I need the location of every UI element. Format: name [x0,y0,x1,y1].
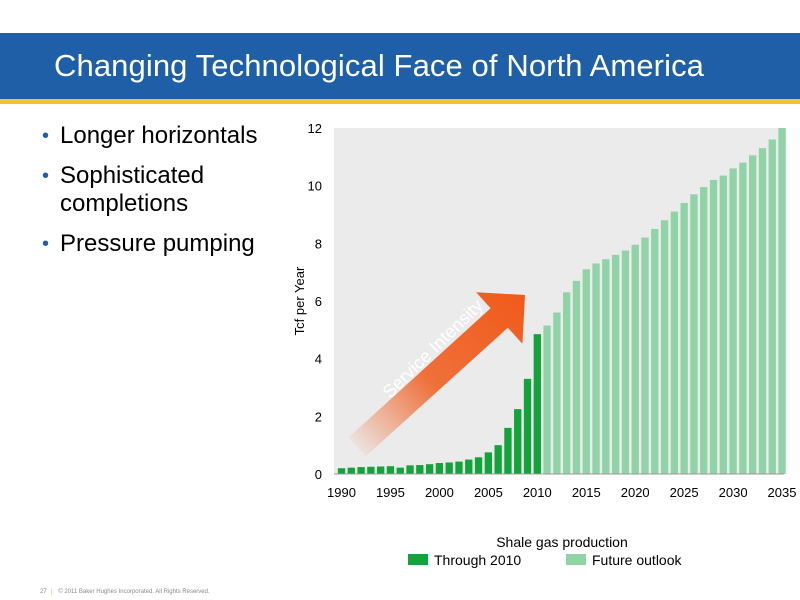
bullet-item: • Sophisticated completions [40,162,300,218]
legend-swatch-historical [408,554,428,565]
copyright-text: © 2011 Baker Hughes Incorporated. All Ri… [58,589,210,595]
bar-future [611,254,620,474]
bullet-text: Sophisticated [60,162,205,189]
bar-future [768,139,776,474]
bar-historical [377,466,385,474]
bar-future [543,325,551,474]
x-tick-label: 1995 [376,485,405,500]
bar-historical [347,467,355,474]
service-intensity-arrow-icon [348,292,525,457]
bar-future [670,211,679,474]
bar-future [641,237,649,474]
bar-future [690,194,698,474]
bar-future [709,179,718,474]
bar-future [719,175,727,474]
y-tick-label: 2 [315,409,322,424]
bar-historical [396,467,404,474]
x-tick-label: 1990 [327,485,356,500]
bullet-dot-icon: • [42,233,50,255]
bar-historical [425,464,434,474]
x-axis-label: Shale gas production [496,534,628,550]
bar-historical [386,466,395,474]
y-axis-ticks: 0 2 4 6 8 10 12 [308,121,322,482]
x-tick-label: 2010 [523,485,552,500]
bar-future [700,187,708,475]
bar-historical [435,463,444,474]
bar-historical [367,466,375,474]
bullet-list: • Longer horizontals • Sophisticated com… [40,122,300,270]
y-tick-label: 10 [308,179,322,194]
x-tick-label: 2000 [425,485,454,500]
bar-historical [474,457,483,474]
bar-historical [533,334,541,474]
legend-swatch-future [566,554,586,565]
bullet-text-continued: completions [60,190,189,217]
bar-future [739,162,747,474]
x-tick-label: 2030 [719,485,748,500]
bar-future [602,259,610,474]
legend-label-future: Future outlook [592,552,682,568]
bars-group [337,128,786,475]
bar-future [729,168,737,474]
bar-future [758,148,767,474]
y-tick-label: 6 [315,294,322,309]
bar-future [553,312,561,474]
y-axis-label: Tcf per Year [292,266,307,335]
bullet-item: • Pressure pumping [40,230,300,258]
bar-future [778,128,786,474]
x-axis-ticks: 1990 1995 2000 2005 2010 2015 2020 2025 2030 2035 [327,485,796,500]
x-tick-label: 2025 [670,485,699,500]
bar-historical [504,427,512,474]
y-tick-label: 4 [315,352,322,367]
y-tick-label: 8 [315,236,322,251]
bar-future [651,228,659,474]
bar-future [563,292,571,474]
bullet-dot-icon: • [42,165,50,187]
page-title: Changing Technological Face of North Ame… [54,48,705,83]
bar-historical [455,461,463,474]
bullet-text: Longer horizontals [60,122,258,149]
bar-future [631,244,639,474]
title-banner: Changing Technological Face of North Ame… [0,0,800,104]
legend-label-historical: Through 2010 [434,552,521,568]
bullet-dot-icon: • [42,125,50,147]
bullet-item: • Longer horizontals [40,122,300,150]
bar-historical [445,462,453,474]
bar-future [749,155,757,474]
bar-historical [494,445,502,474]
footer-divider: | [50,589,53,595]
bar-historical [337,468,346,474]
bar-historical [465,459,473,474]
bar-historical [514,409,522,475]
bar-historical [357,467,365,474]
bar-future [660,220,669,474]
x-tick-label: 2015 [572,485,601,500]
bar-historical [416,465,424,474]
bar-future [592,263,600,474]
y-tick-label: 0 [315,467,322,482]
x-tick-label: 2020 [621,485,650,500]
bar-future [572,280,581,474]
bullet-text: Pressure pumping [60,230,255,257]
x-tick-label: 2005 [474,485,503,500]
bar-historical [484,452,492,475]
page-number: 27 [40,589,47,595]
bar-future [680,202,688,474]
bar-historical [523,378,532,474]
footer: 27 | © 2011 Baker Hughes Incorporated. All… [40,589,210,595]
bar-future [621,250,630,474]
bar-historical [406,465,414,474]
header-top-gap [0,0,800,33]
y-tick-label: 12 [308,121,322,136]
bar-future [582,269,590,474]
x-tick-label: 2035 [768,485,797,500]
